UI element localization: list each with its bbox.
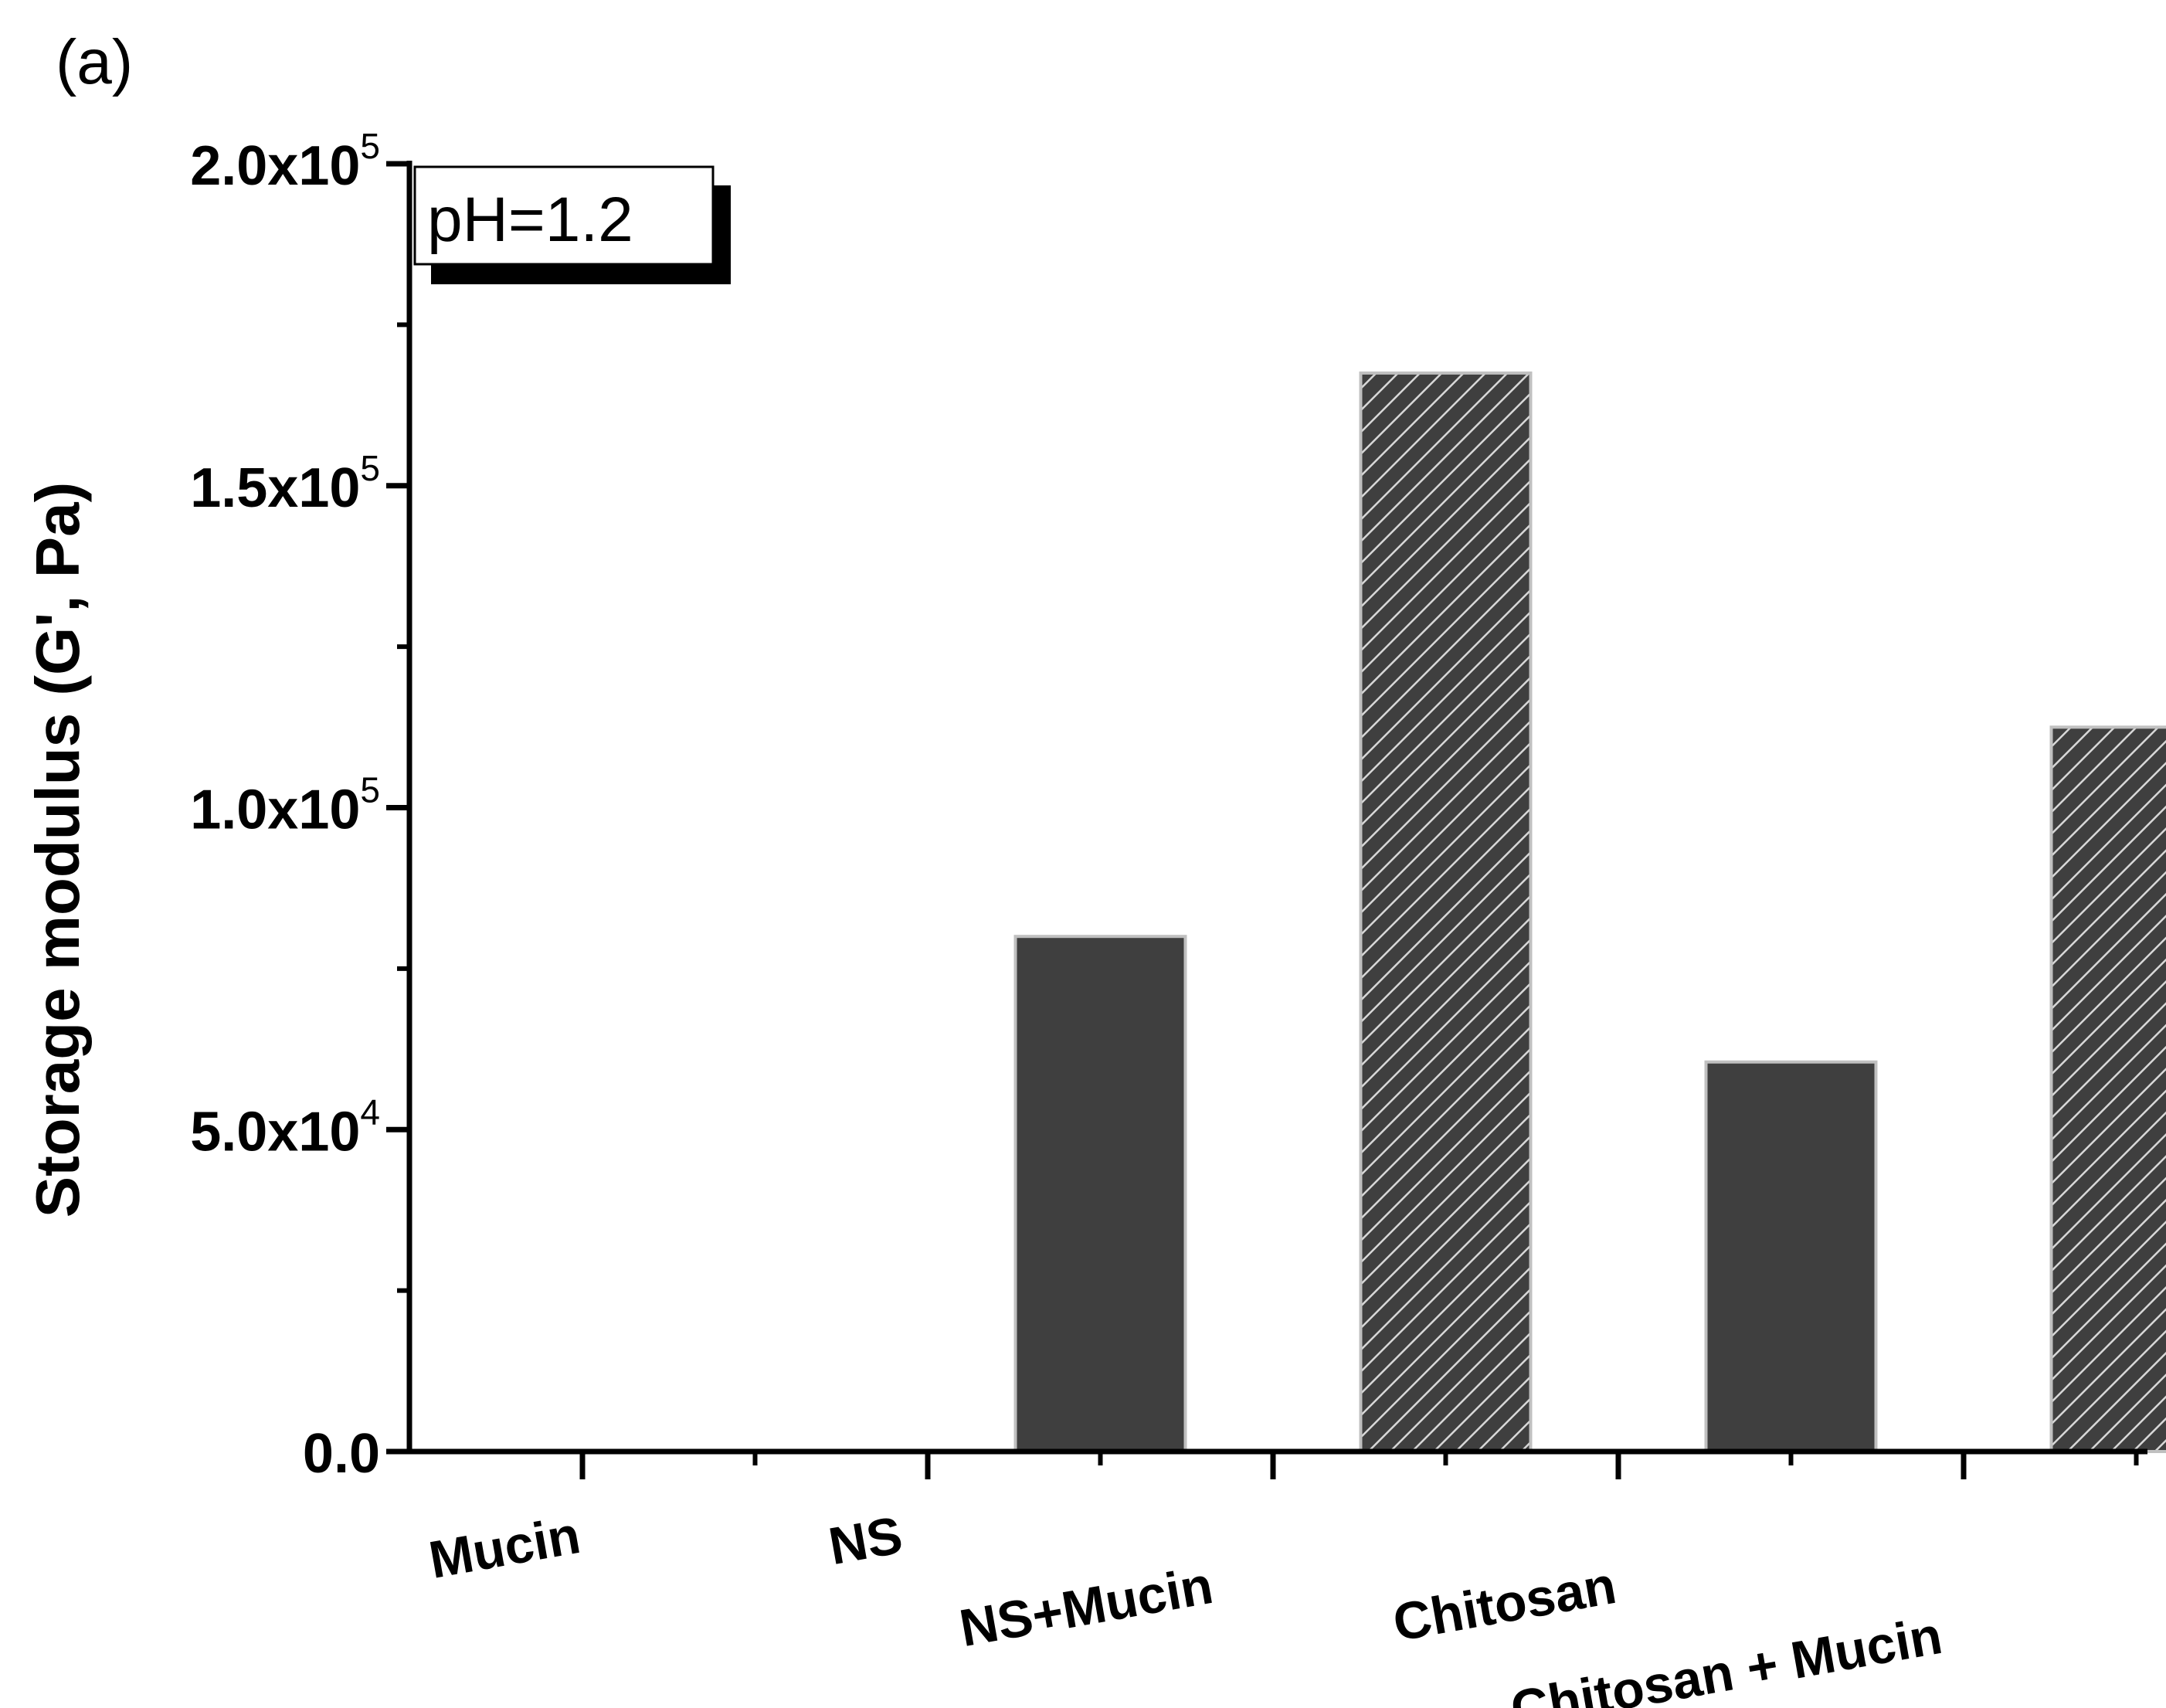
bar-ns-mucin (1359, 371, 1533, 1454)
y-axis-label: Storage modulus (G', Pa) (23, 482, 92, 1217)
x-tick-label: Chitosan (1389, 1556, 1621, 1652)
bars (1013, 371, 2166, 1454)
bar-chitosan-mucin (2049, 725, 2166, 1453)
y-ticks: 0.0 5.0x104 1.0x105 1.5x105 2.0x105 (190, 126, 409, 1485)
x-tick-label: NS+Mucin (956, 1556, 1217, 1658)
y-tick-label: 2.0x105 (190, 126, 380, 197)
x-tick-label: NS (824, 1506, 906, 1576)
annotation-frame (413, 165, 715, 266)
y-tick-label: 5.0x104 (190, 1092, 380, 1163)
annotation-box: pH=1.2 (413, 165, 731, 284)
y-tick-label: 1.0x105 (190, 770, 380, 841)
panel-label: (a) (56, 27, 133, 97)
annotation-text: pH=1.2 (427, 185, 633, 255)
y-tick-label: 0.0 (303, 1423, 380, 1485)
y-tick-label: 1.5x105 (190, 448, 380, 519)
bar-ns (1013, 935, 1187, 1453)
bar-chitosan (1704, 1060, 1878, 1454)
x-tick-label: Mucin (425, 1506, 585, 1590)
